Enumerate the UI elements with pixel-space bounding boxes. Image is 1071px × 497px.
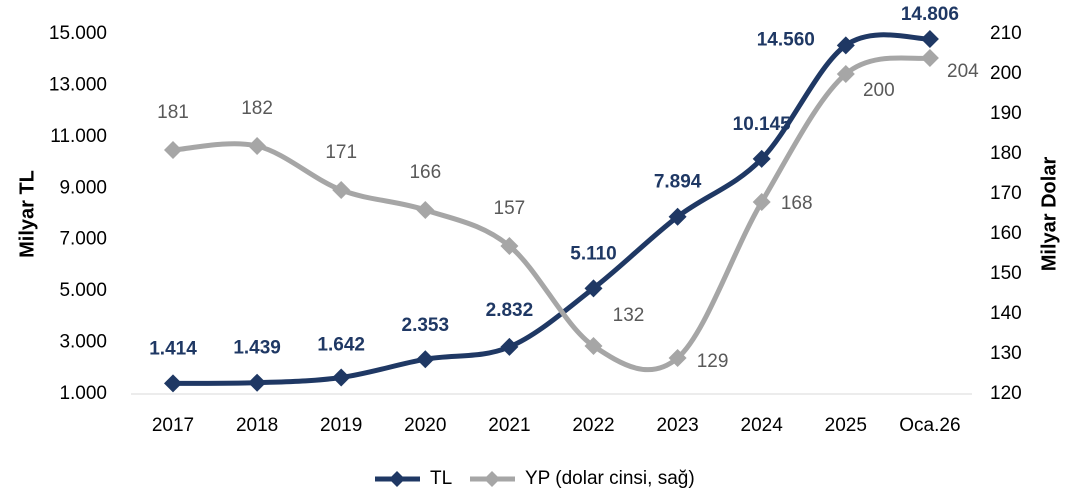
x-tick-label: 2020 xyxy=(404,415,446,436)
y-axis-title: Milyar TL xyxy=(16,170,38,258)
point-marker xyxy=(836,36,855,55)
point-marker xyxy=(416,350,435,369)
point-marker xyxy=(920,29,939,48)
data-label: 166 xyxy=(409,162,441,183)
point-marker xyxy=(500,237,519,255)
data-label: 182 xyxy=(241,98,273,119)
line-series xyxy=(172,55,931,373)
y-tick-label: 1.000 xyxy=(59,383,107,404)
y2-tick-label: 190 xyxy=(990,103,1022,124)
y2-tick-label: 130 xyxy=(990,343,1022,364)
data-label: 10.145 xyxy=(733,114,792,135)
x-tick-label: 2025 xyxy=(825,415,867,436)
y2-axis-title: Milyar Dolar xyxy=(1038,157,1060,272)
point-marker xyxy=(164,374,182,393)
x-tick-label: 2022 xyxy=(572,415,614,436)
y-tick-label: 11.000 xyxy=(50,126,107,147)
point-marker xyxy=(836,65,855,83)
x-tick-label: 2019 xyxy=(320,415,362,436)
y2-tick-label: 160 xyxy=(990,223,1022,244)
x-tick-label: 2017 xyxy=(152,415,194,436)
point-marker xyxy=(416,201,435,219)
data-label: 157 xyxy=(494,198,526,219)
point-marker xyxy=(752,149,771,168)
data-label: 132 xyxy=(613,305,645,326)
data-label: 171 xyxy=(325,142,357,163)
point-marker xyxy=(920,49,939,67)
legend-label: YP (dolar cinsi, sağ) xyxy=(525,468,695,489)
point-marker xyxy=(332,181,351,199)
point-marker xyxy=(248,137,267,155)
y-tick-label: 9.000 xyxy=(59,177,107,198)
y-tick-label: 15.000 xyxy=(49,23,107,44)
data-label: 168 xyxy=(781,193,813,214)
data-label: 14.806 xyxy=(901,4,959,25)
x-tick-label: Oca.26 xyxy=(899,415,960,436)
point-marker xyxy=(584,337,603,355)
data-label: 7.894 xyxy=(654,172,702,193)
data-label: 5.110 xyxy=(570,243,617,264)
y-tick-label: 7.000 xyxy=(59,229,107,250)
legend-marker xyxy=(484,471,500,487)
data-label: 2.353 xyxy=(402,315,450,336)
data-label: 1.414 xyxy=(149,338,197,359)
y2-tick-label: 140 xyxy=(990,303,1022,324)
y2-tick-label: 210 xyxy=(990,23,1022,44)
data-label: 204 xyxy=(947,61,979,82)
point-marker xyxy=(500,337,519,356)
y2-tick-label: 180 xyxy=(990,143,1022,164)
data-label: 200 xyxy=(863,80,895,101)
x-tick-label: 2024 xyxy=(741,415,784,436)
line-series xyxy=(172,32,931,386)
data-label: 181 xyxy=(157,102,189,123)
data-label: 129 xyxy=(697,351,729,372)
x-tick-label: 2021 xyxy=(488,415,530,436)
y-tick-label: 5.000 xyxy=(59,280,107,301)
point-marker xyxy=(164,141,182,159)
y2-tick-label: 150 xyxy=(990,263,1022,284)
point-marker xyxy=(668,207,687,226)
data-label: 1.439 xyxy=(233,338,281,359)
point-marker xyxy=(248,373,267,392)
legend-label: TL xyxy=(430,468,452,489)
y2-tick-label: 170 xyxy=(990,183,1022,204)
y-tick-label: 3.000 xyxy=(59,332,107,353)
y-tick-label: 13.000 xyxy=(49,74,107,95)
data-label: 2.832 xyxy=(486,300,534,321)
data-label: 1.642 xyxy=(317,335,365,356)
legend-marker xyxy=(389,471,405,487)
x-tick-label: 2023 xyxy=(656,415,698,436)
x-tick-label: 2018 xyxy=(236,415,278,436)
point-marker xyxy=(752,193,771,211)
y2-tick-label: 200 xyxy=(990,63,1022,84)
data-label: 14.560 xyxy=(757,29,815,50)
point-marker xyxy=(584,279,603,298)
y2-tick-label: 120 xyxy=(990,383,1022,404)
point-marker xyxy=(332,368,351,387)
point-marker xyxy=(668,349,687,367)
